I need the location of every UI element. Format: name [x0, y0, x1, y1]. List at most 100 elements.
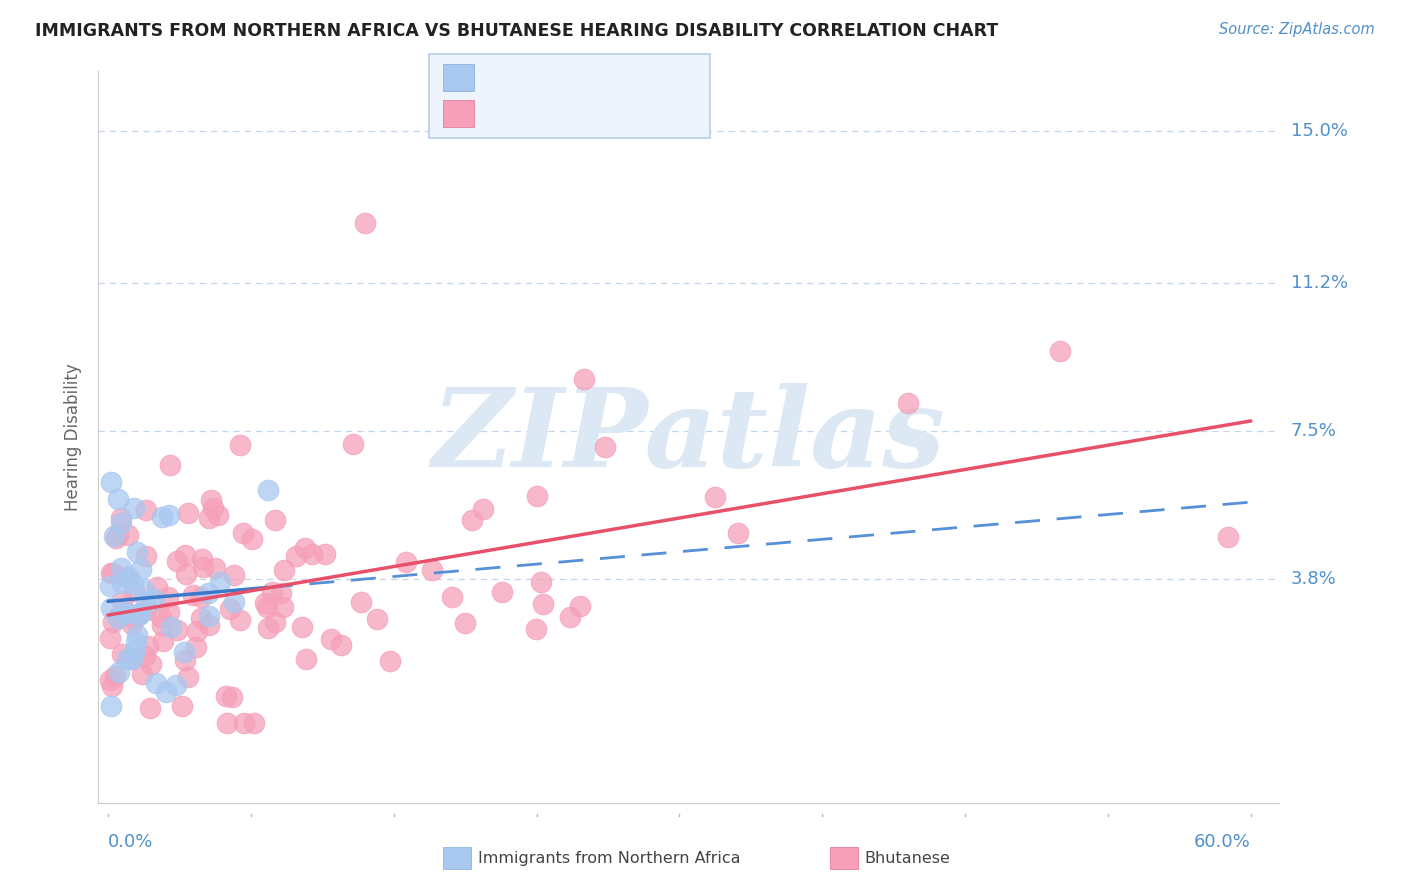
Point: [461, 513, 484, 527]
Point: [222, 595, 245, 609]
Point: [221, 690, 243, 705]
Point: [129, 606, 152, 620]
Point: [174, 566, 197, 581]
Text: 15.0%: 15.0%: [1291, 122, 1347, 140]
Point: [117, 528, 139, 542]
Point: [1216, 530, 1239, 544]
Point: [395, 555, 418, 569]
Point: [229, 613, 252, 627]
Point: [454, 615, 477, 630]
Point: [122, 577, 145, 591]
Point: [215, 689, 238, 703]
Point: [117, 569, 139, 583]
Point: [301, 547, 323, 561]
Point: [117, 570, 139, 584]
Point: [107, 611, 129, 625]
Point: [257, 483, 280, 498]
Point: [190, 552, 212, 566]
Point: [111, 576, 134, 591]
Text: IMMIGRANTS FROM NORTHERN AFRICA VS BHUTANESE HEARING DISABILITY CORRELATION CHAR: IMMIGRANTS FROM NORTHERN AFRICA VS BHUTA…: [35, 22, 998, 40]
Point: [124, 643, 146, 657]
Point: [100, 601, 122, 615]
Point: [222, 568, 245, 582]
Point: [531, 597, 554, 611]
Point: [270, 586, 292, 600]
Point: [314, 547, 336, 561]
Point: [191, 560, 214, 574]
Point: [121, 652, 143, 666]
Point: [111, 594, 134, 608]
Point: [204, 560, 226, 574]
Point: [526, 489, 548, 503]
Point: [232, 525, 254, 540]
Point: [107, 609, 129, 624]
Text: 60.0%: 60.0%: [1194, 833, 1251, 851]
Point: [112, 605, 135, 619]
Point: [150, 618, 173, 632]
Text: 7.5%: 7.5%: [1291, 422, 1337, 440]
Point: [291, 620, 314, 634]
Point: [197, 608, 219, 623]
Point: [572, 372, 595, 386]
Point: [132, 582, 155, 597]
Point: [150, 510, 173, 524]
Point: [155, 685, 177, 699]
Text: Bhutanese: Bhutanese: [865, 851, 950, 865]
Text: 3.8%: 3.8%: [1291, 570, 1336, 588]
Text: 11.2%: 11.2%: [1291, 274, 1348, 293]
Point: [165, 678, 187, 692]
Point: [209, 574, 232, 589]
Point: [160, 620, 183, 634]
Point: [727, 526, 749, 541]
Point: [190, 590, 212, 604]
Point: [1049, 344, 1071, 359]
Point: [186, 624, 208, 638]
Point: [174, 653, 197, 667]
Point: [257, 621, 280, 635]
Point: [139, 657, 162, 672]
Point: [190, 611, 212, 625]
Point: [122, 583, 145, 598]
Point: [166, 554, 188, 568]
Point: [229, 438, 252, 452]
Point: [284, 549, 307, 564]
Point: [181, 589, 204, 603]
Point: [103, 529, 125, 543]
Point: [166, 623, 188, 637]
Point: [120, 651, 142, 665]
Text: Immigrants from Northern Africa: Immigrants from Northern Africa: [478, 851, 741, 865]
Point: [198, 511, 221, 525]
Point: [101, 566, 124, 581]
Point: [100, 698, 122, 713]
Point: [115, 606, 138, 620]
Point: [177, 506, 200, 520]
Point: [595, 440, 617, 454]
Point: [98, 673, 121, 688]
Point: [232, 715, 254, 730]
Point: [111, 648, 134, 662]
Point: [186, 640, 208, 654]
Point: [197, 618, 219, 632]
Point: [256, 600, 278, 615]
Point: [143, 592, 166, 607]
Point: [128, 607, 150, 622]
Point: [897, 396, 920, 410]
Point: [100, 475, 122, 489]
Point: [103, 615, 125, 629]
Point: [98, 579, 121, 593]
Point: [101, 679, 124, 693]
Point: [156, 590, 179, 604]
Point: [131, 667, 153, 681]
Point: [319, 632, 342, 647]
Point: [146, 580, 169, 594]
Point: [117, 652, 139, 666]
Point: [558, 609, 581, 624]
Point: [207, 508, 229, 523]
Text: R =  0.078    N =  40: R = 0.078 N = 40: [481, 69, 685, 87]
Point: [122, 612, 145, 626]
Point: [135, 503, 157, 517]
Point: [524, 622, 547, 636]
Point: [271, 600, 294, 615]
Point: [110, 561, 132, 575]
Point: [529, 574, 551, 589]
